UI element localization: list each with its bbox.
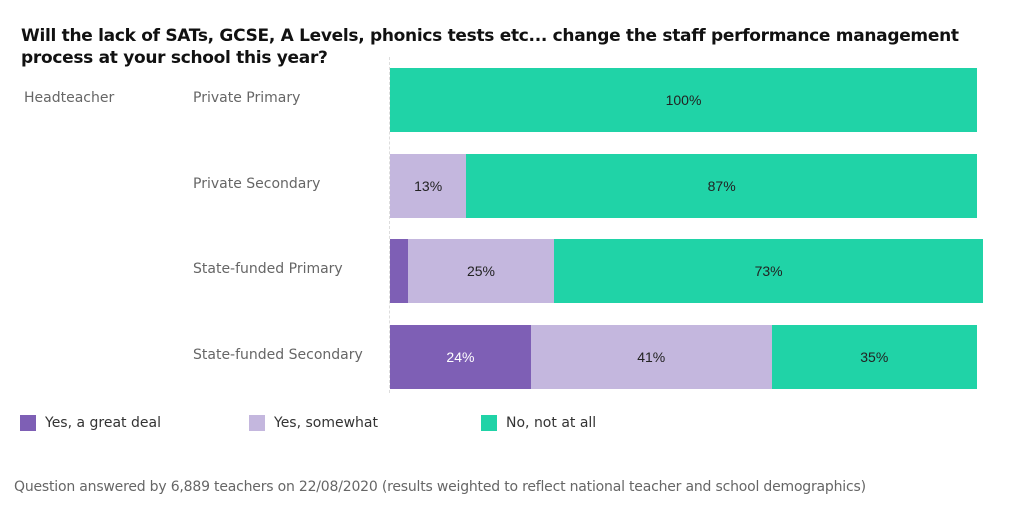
- bar-segment: 24%: [390, 325, 531, 389]
- data-label: 100%: [665, 92, 702, 108]
- legend-swatch: [249, 415, 265, 431]
- bar-segment: 35%: [771, 325, 977, 389]
- bar-segment: 41%: [530, 325, 772, 389]
- bar-segment: 87%: [466, 154, 977, 218]
- data-label: 13%: [414, 178, 443, 194]
- legend-label: No, not at all: [506, 415, 597, 431]
- category-label: Private Secondary: [193, 176, 321, 192]
- bar-segment: 73%: [554, 239, 983, 303]
- bar-segment: 100%: [390, 68, 977, 132]
- legend-item-not-at-all: No, not at all: [481, 415, 596, 431]
- data-label: 73%: [754, 263, 783, 279]
- legend-item-somewhat: Yes, somewhat: [249, 415, 378, 431]
- axis-baseline: [389, 57, 390, 393]
- legend-item-great-deal: Yes, a great deal: [20, 415, 161, 431]
- category-label: State-funded Primary: [193, 261, 343, 277]
- chart-title: Will the lack of SATs, GCSE, A Levels, p…: [21, 26, 959, 68]
- bar-segment: [390, 239, 408, 303]
- legend-swatch: [20, 415, 36, 431]
- data-label: 24%: [446, 349, 475, 365]
- data-label: 87%: [707, 178, 736, 194]
- bar-segment: 25%: [407, 239, 555, 303]
- legend-swatch: [481, 415, 497, 431]
- data-label: 25%: [466, 263, 495, 279]
- category-label: Private Primary: [193, 90, 301, 106]
- legend-label: Yes, somewhat: [274, 415, 379, 431]
- data-label: 41%: [637, 349, 666, 365]
- data-label: 35%: [860, 349, 889, 365]
- legend-label: Yes, a great deal: [45, 415, 161, 431]
- footnote: Question answered by 6,889 teachers on 2…: [14, 479, 866, 495]
- bar-segment: 13%: [390, 154, 467, 218]
- category-label: State-funded Secondary: [193, 347, 363, 363]
- group-label: Headteacher: [24, 90, 115, 106]
